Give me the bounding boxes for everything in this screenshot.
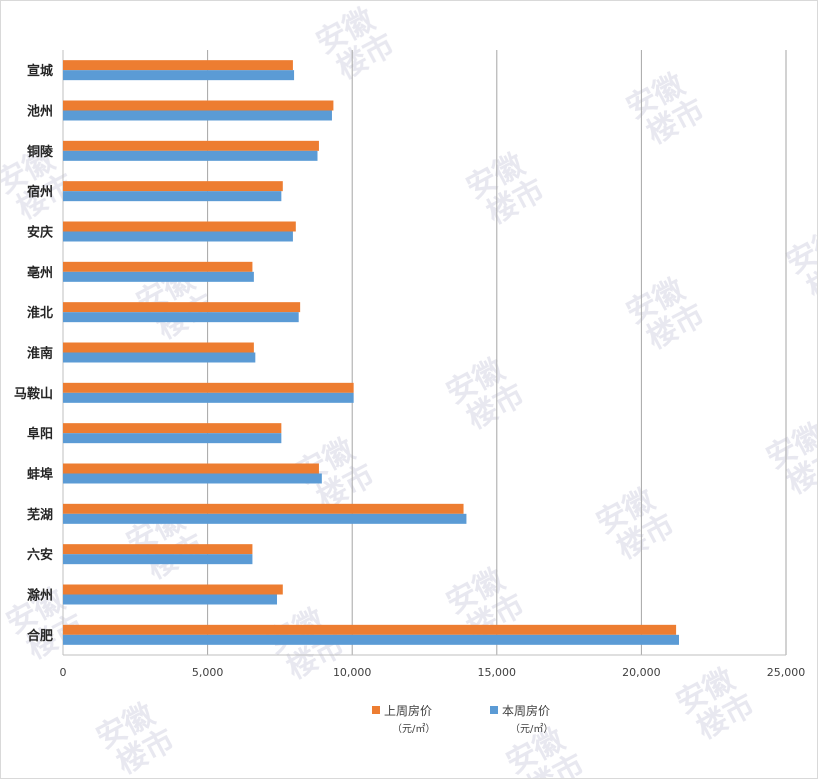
legend-label: 本周房价 — [502, 703, 550, 718]
category-label: 池州 — [27, 104, 53, 120]
bar-last-week — [63, 342, 254, 353]
legend-swatch — [372, 706, 380, 714]
x-tick-label: 5,000 — [192, 666, 224, 679]
x-tick-label: 15,000 — [478, 666, 517, 679]
category-label: 安庆 — [27, 225, 53, 241]
bar-this-week — [63, 554, 253, 565]
x-tick-label: 10,000 — [333, 666, 372, 679]
category-label: 蚌埠 — [27, 467, 53, 483]
bar-last-week — [63, 60, 293, 71]
x-tick-label: 25,000 — [767, 666, 806, 679]
bar-this-week — [63, 392, 354, 403]
bar-this-week — [63, 634, 679, 645]
bar-last-week — [63, 221, 296, 232]
bar-last-week — [63, 624, 677, 635]
bar-last-week — [63, 584, 283, 595]
bar-this-week — [63, 594, 278, 605]
bar-this-week — [63, 231, 293, 242]
bar-last-week — [63, 261, 253, 272]
legend-label: 上周房价 — [384, 703, 432, 718]
bar-this-week — [63, 271, 254, 282]
bar-last-week — [63, 382, 354, 393]
bar-this-week — [63, 110, 332, 121]
bar-this-week — [63, 312, 299, 323]
x-tick-label: 20,000 — [622, 666, 661, 679]
bar-this-week — [63, 70, 295, 81]
bar-this-week — [63, 473, 322, 484]
bar-last-week — [63, 181, 283, 192]
bar-last-week — [63, 100, 334, 111]
category-label: 合肥 — [27, 628, 53, 644]
bar-last-week — [63, 544, 253, 555]
legend-unit: （元/㎡） — [510, 723, 553, 735]
category-label: 宣城 — [27, 63, 53, 79]
category-label: 阜阳 — [27, 426, 53, 442]
bar-last-week — [63, 302, 301, 313]
category-label: 六安 — [27, 547, 53, 563]
bar-this-week — [63, 513, 467, 524]
category-label: 淮北 — [26, 305, 53, 321]
bar-this-week — [63, 352, 256, 363]
bar-last-week — [63, 503, 464, 514]
bar-this-week — [63, 433, 282, 444]
bar-last-week — [63, 423, 282, 434]
category-label: 淮南 — [26, 346, 53, 362]
legend-unit: （元/㎡） — [392, 723, 435, 735]
category-label: 滁州 — [27, 588, 53, 604]
x-tick-label: 0 — [60, 666, 67, 679]
category-label: 铜陵 — [26, 144, 54, 160]
bar-last-week — [63, 463, 319, 474]
category-label: 马鞍山 — [14, 386, 53, 402]
legend-swatch — [490, 706, 498, 714]
bar-this-week — [63, 150, 318, 161]
category-label: 宿州 — [27, 184, 53, 200]
bar-this-week — [63, 191, 282, 202]
bar-last-week — [63, 140, 319, 151]
category-label: 芜湖 — [27, 507, 53, 523]
category-label: 亳州 — [27, 265, 53, 281]
